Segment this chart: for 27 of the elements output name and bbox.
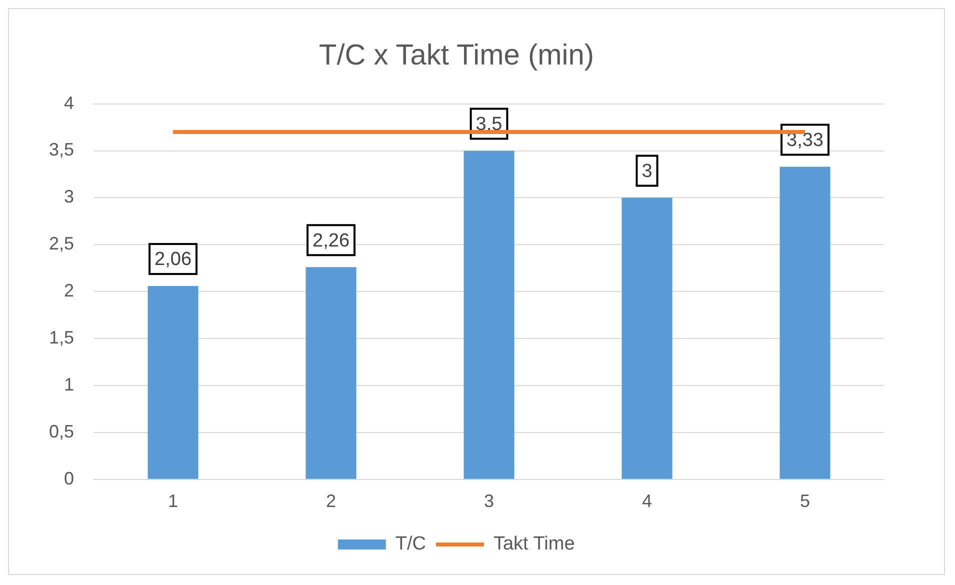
data-label: 3,5 xyxy=(476,114,502,135)
x-tick-label: 5 xyxy=(800,491,810,512)
bar xyxy=(148,286,198,479)
legend-label: Takt Time xyxy=(493,534,575,555)
data-label: 2,06 xyxy=(154,249,192,270)
bar xyxy=(780,166,830,479)
legend-label: T/C xyxy=(395,534,426,555)
bar xyxy=(622,198,672,479)
x-tick-label: 1 xyxy=(168,491,178,512)
x-tick-label: 3 xyxy=(484,491,494,512)
x-tick-label: 2 xyxy=(326,491,336,512)
data-label: 2,26 xyxy=(312,230,350,252)
data-label: 3 xyxy=(642,160,652,182)
y-tick-label: 0 xyxy=(64,468,74,488)
y-tick-label: 2 xyxy=(64,280,74,301)
bar xyxy=(306,267,356,479)
x-tick-label: 4 xyxy=(642,491,652,512)
y-tick-label: 3 xyxy=(64,186,74,207)
y-tick-label: 3,5 xyxy=(48,140,74,160)
y-tick-label: 2,5 xyxy=(48,234,74,254)
y-tick-label: 0,5 xyxy=(48,421,74,442)
y-tick-label: 1 xyxy=(64,374,74,394)
chart-title: T/C x Takt Time (min) xyxy=(319,39,594,72)
y-tick-label: 4 xyxy=(64,92,74,113)
data-label: 3,33 xyxy=(786,130,824,151)
bar xyxy=(464,150,514,479)
y-tick-label: 1,5 xyxy=(48,328,74,348)
